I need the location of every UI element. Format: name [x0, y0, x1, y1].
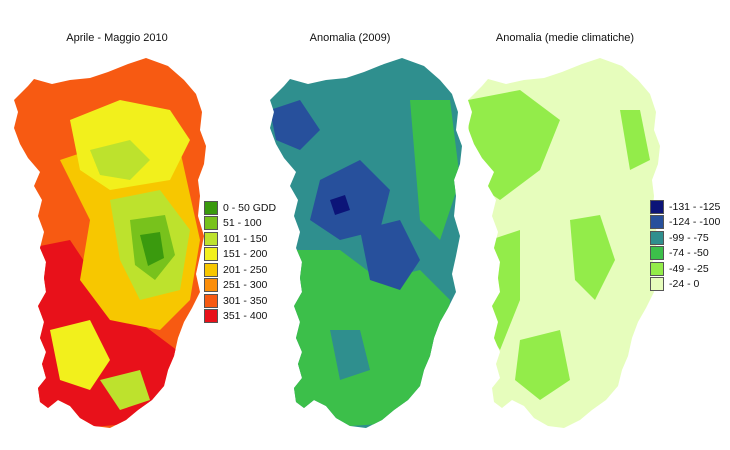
legend-item: -24 - 0 — [650, 277, 720, 293]
legend-item: 101 - 150 — [204, 231, 276, 247]
legend-swatch — [204, 262, 218, 277]
map-gdd-2010 — [14, 58, 206, 428]
legend-label: 101 - 150 — [223, 232, 268, 245]
legend-swatch — [650, 215, 664, 230]
legend-item: 51 - 100 — [204, 216, 276, 232]
legend-gdd: 0 - 50 GDD 51 - 100 101 - 150 151 - 200 … — [204, 200, 276, 324]
legend-label: -124 - -100 — [669, 216, 721, 229]
legend-anomaly: -131 - -125 -124 - -100 -99 - -75 -74 - … — [650, 199, 720, 292]
legend-label: 301 - 350 — [223, 294, 268, 307]
legend-swatch — [204, 231, 218, 246]
legend-item: -74 - -50 — [650, 246, 720, 262]
panel-title-anomaly-2009: Anomalia (2009) — [309, 32, 391, 44]
legend-swatch — [204, 293, 218, 308]
legend-swatch — [204, 200, 218, 215]
panel-title-gdd-2010: Aprile - Maggio 2010 — [66, 32, 168, 44]
legend-swatch — [204, 247, 218, 262]
map-anomaly-2009 — [270, 58, 462, 428]
legend-label: 51 - 100 — [223, 217, 262, 230]
legend-label: -24 - 0 — [669, 278, 700, 291]
legend-label: -49 - -25 — [669, 262, 709, 275]
legend-label: 151 - 200 — [223, 248, 268, 261]
legend-item: 201 - 250 — [204, 262, 276, 278]
legend-swatch — [650, 230, 664, 245]
legend-swatch — [204, 309, 218, 324]
legend-label: 251 - 300 — [223, 279, 268, 292]
legend-item: -131 - -125 — [650, 199, 720, 215]
legend-swatch — [204, 278, 218, 293]
legend-label: -99 - -75 — [669, 231, 709, 244]
legend-item: -99 - -75 — [650, 230, 720, 246]
legend-swatch — [650, 261, 664, 276]
panel-title-anomaly-climate: Anomalia (medie climatiche) — [495, 32, 635, 44]
legend-item: -49 - -25 — [650, 261, 720, 277]
legend-item: 151 - 200 — [204, 247, 276, 263]
legend-swatch — [650, 246, 664, 261]
legend-swatch — [650, 199, 664, 214]
legend-label: -131 - -125 — [669, 200, 721, 213]
legend-label: -74 - -50 — [669, 247, 709, 260]
legend-label: 201 - 250 — [223, 263, 268, 276]
legend-swatch — [650, 277, 664, 292]
legend-swatch — [204, 216, 218, 231]
legend-item: 351 - 400 — [204, 309, 276, 325]
legend-label: 0 - 50 GDD — [223, 201, 277, 214]
legend-item: -124 - -100 — [650, 215, 720, 231]
legend-label: 351 - 400 — [223, 310, 268, 323]
legend-item: 0 - 50 GDD — [204, 200, 276, 216]
legend-item: 301 - 350 — [204, 293, 276, 309]
legend-item: 251 - 300 — [204, 278, 276, 294]
